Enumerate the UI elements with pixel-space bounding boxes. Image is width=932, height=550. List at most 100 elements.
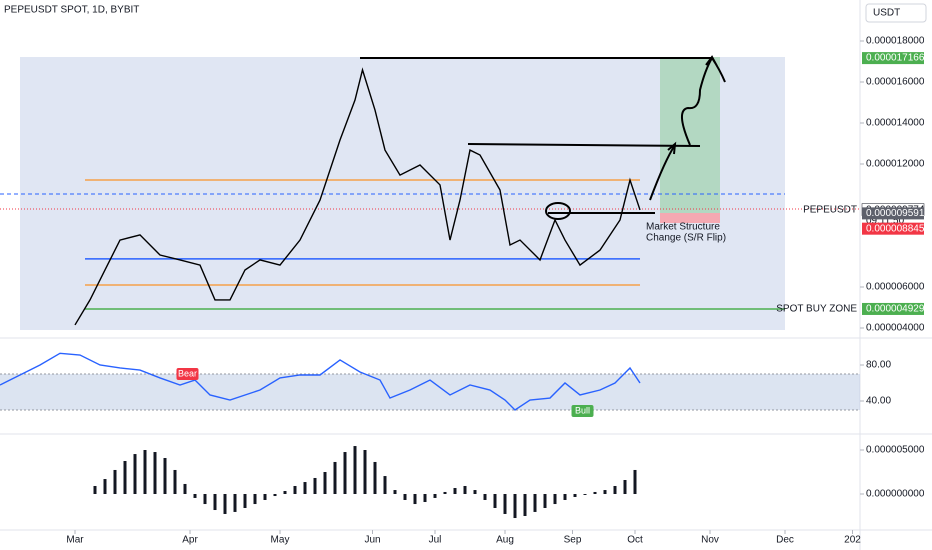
histogram-bar [203, 494, 207, 505]
histogram-bar [403, 494, 407, 500]
series-line [0, 352, 641, 411]
x-tick-label: Sep [564, 535, 582, 546]
target-box [660, 57, 720, 213]
price-label-box [862, 302, 924, 315]
histogram-bar [113, 469, 117, 494]
x-tick-label: Nov [701, 535, 719, 546]
price-label-box [862, 207, 924, 220]
histogram-bar [503, 494, 507, 514]
stop-box [660, 213, 720, 223]
price-label-name: PEPEUSDT [803, 204, 857, 215]
signal-box [176, 368, 199, 380]
x-tick-label: Jun [364, 535, 380, 546]
x-tick-label: May [271, 535, 290, 546]
histogram-bar [513, 494, 517, 519]
drawn-line [467, 143, 701, 147]
signal-label: Bull [575, 405, 590, 415]
drawings [360, 55, 726, 220]
histogram-bar [363, 450, 367, 494]
histogram-bar [493, 494, 497, 508]
drawn-arrow [649, 141, 677, 201]
histogram-bar [373, 461, 377, 494]
y-tick-label: 0.000014000 [866, 118, 925, 129]
histogram-bar [353, 446, 357, 494]
symbol-title: PEPEUSDT SPOT, 1D, BYBIT [4, 5, 139, 16]
histogram-bar [613, 485, 617, 494]
histogram-bar [123, 461, 127, 494]
x-tick-label: Jul [429, 535, 442, 546]
histogram-bar [633, 469, 637, 494]
histogram-bar [173, 469, 177, 494]
histogram-bar [533, 494, 537, 512]
histogram-bar [183, 483, 187, 494]
drawn-arrow [681, 55, 726, 146]
y-tick-label: 0.000004000 [866, 323, 925, 334]
drawn-circle [545, 202, 571, 220]
histogram-bar [593, 491, 597, 494]
histogram-bar [263, 494, 267, 500]
y-tick-label: 0.000000000 [866, 489, 925, 500]
x-tick-label: Aug [496, 535, 514, 546]
histogram-bar [213, 494, 217, 511]
histogram-bar [333, 461, 337, 494]
series-line [74, 67, 641, 326]
histogram-bar [543, 494, 547, 508]
histogram-bar [293, 485, 297, 494]
y-tick-label: 0.000016000 [866, 77, 925, 88]
annotation: Market Structure [646, 222, 720, 233]
histogram-bar [133, 454, 137, 494]
y-tick-label: 0.000005000 [866, 445, 925, 456]
annotation: Change (S/R Flip) [646, 233, 726, 244]
histogram-bar [573, 494, 577, 497]
histogram-bar [223, 494, 227, 514]
y-tick-label: 0.000006000 [866, 282, 925, 293]
histogram-bar [253, 494, 257, 505]
x-tick-label: Dec [776, 535, 794, 546]
histogram-bar [283, 491, 287, 494]
price-label: 0.000004929 [866, 304, 925, 315]
countdown: 09:11:50 [866, 215, 905, 226]
signal-box [571, 405, 594, 417]
x-tick-label: Oct [627, 535, 643, 546]
histogram-bar [273, 494, 277, 497]
price-label: 0.000017166 [866, 53, 925, 64]
histogram-bar [523, 494, 527, 516]
price-label-box [862, 222, 924, 235]
histogram-bar [483, 494, 487, 500]
y-tick-label: 0.000012000 [866, 159, 925, 170]
currency-label: USDT [873, 8, 900, 19]
histogram-bar [323, 472, 327, 494]
histogram-bar [93, 485, 97, 494]
histogram-bar [433, 494, 437, 498]
histogram-bar [153, 452, 157, 494]
histogram-bar [313, 477, 317, 494]
histogram-bar [473, 490, 477, 494]
y-tick-label: 40.00 [866, 396, 891, 407]
histogram-bar [583, 494, 587, 495]
histogram-bar [423, 494, 427, 503]
histogram-bar [443, 491, 447, 494]
price-label: 0.000009591 [866, 208, 925, 219]
price-label-name: SPOT BUY ZONE [776, 304, 857, 315]
price-label-box [862, 52, 924, 65]
histogram-bar [243, 494, 247, 508]
histogram-bar [233, 494, 237, 512]
currency-button[interactable] [865, 3, 927, 23]
histogram-bar [143, 450, 147, 494]
y-tick-label: 0.000018000 [866, 36, 925, 47]
histogram-bar [453, 488, 457, 494]
histogram-bar [603, 490, 607, 494]
y-tick-label: 80.00 [866, 360, 891, 371]
x-tick-label: 202 [844, 535, 861, 546]
histogram-bar [463, 485, 467, 494]
histogram-bar [343, 452, 347, 494]
histogram-bar [553, 494, 557, 505]
histogram-bar [103, 479, 107, 494]
histogram-bar [163, 458, 167, 494]
signal-label: Bear [178, 368, 197, 378]
histogram-bar [383, 476, 387, 494]
histogram-bar [623, 480, 627, 494]
x-tick-label: Mar [66, 535, 84, 546]
histogram-bar [563, 494, 567, 500]
